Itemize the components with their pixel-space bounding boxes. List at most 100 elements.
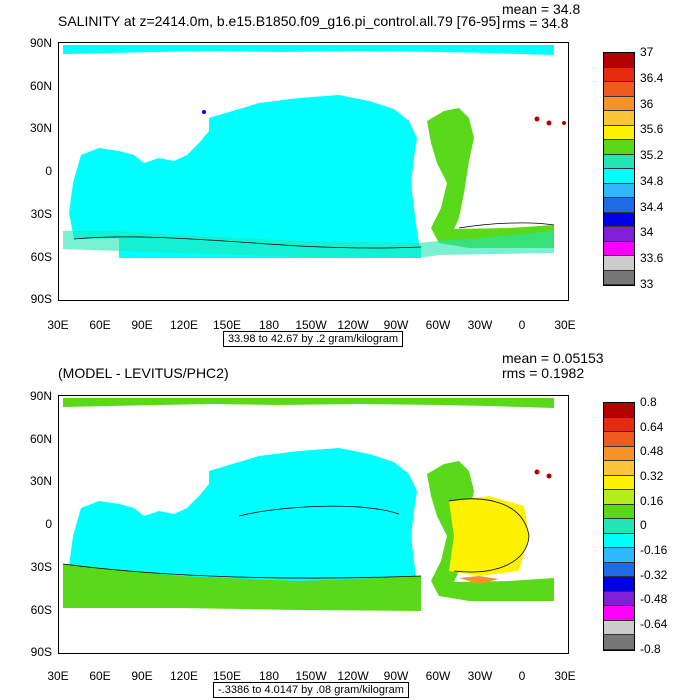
colorbar <box>603 402 635 651</box>
colorbar-swatch <box>604 125 634 140</box>
x-label: 60W <box>425 318 451 332</box>
y-label: 60N <box>29 79 52 93</box>
y-label: 60S <box>30 603 52 617</box>
colorbar-swatch <box>604 140 634 155</box>
colorbar-swatch <box>604 227 634 242</box>
colorbar-label: 33.6 <box>640 251 664 266</box>
colorbar-swatch <box>604 432 634 447</box>
rms-value: rms = 34.8 <box>502 15 569 31</box>
x-label: 150W <box>295 318 327 332</box>
colorbar-swatch <box>604 591 634 606</box>
colorbar-swatch <box>604 475 634 490</box>
x-label: 60E <box>89 318 111 332</box>
colorbar-label: 0.16 <box>640 493 664 508</box>
x-label: 180 <box>258 669 280 683</box>
colorbar-label: 36 <box>640 96 654 111</box>
colorbar-swatch <box>604 169 634 184</box>
x-label: 150E <box>212 318 242 332</box>
colorbar-label: -0.32 <box>640 567 668 582</box>
colorbar-swatch <box>604 270 634 285</box>
colorbar-swatch <box>604 53 634 68</box>
colorbar-label: 37 <box>640 45 654 59</box>
colorbar-swatch <box>604 183 634 198</box>
colorbar-swatch <box>604 490 634 505</box>
colorbar-swatch <box>604 82 634 97</box>
salinity-panel: SALINITY at z=2414.0m, b.e15.B1850.f09_g… <box>29 1 664 347</box>
colorbar-swatch <box>604 111 634 126</box>
colorbar-swatch <box>604 198 634 213</box>
x-label: 120E <box>169 318 199 332</box>
x-label: 90W <box>383 669 409 683</box>
colorbar-swatch <box>604 461 634 476</box>
colorbar-label: -0.8 <box>640 641 661 656</box>
colorbar-label: 0.8 <box>640 395 657 409</box>
colorbar-swatch <box>604 504 634 519</box>
x-label: 120W <box>337 318 369 332</box>
contour-info: 33.98 to 42.67 by .2 gram/kilogram <box>223 331 403 347</box>
x-label: 60W <box>425 669 451 683</box>
colorbar-swatch <box>604 403 634 418</box>
rms-value: rms = 0.1982 <box>502 365 585 381</box>
colorbar-swatch <box>604 67 634 82</box>
colorbar-swatch <box>604 635 634 650</box>
colorbar-label: 34 <box>640 225 654 240</box>
colorbar-label: -0.48 <box>640 592 668 607</box>
colorbar-swatch <box>604 417 634 432</box>
mean-value: mean = 34.8 <box>502 1 581 17</box>
x-label: 60E <box>89 669 111 683</box>
colorbar-swatch <box>604 562 634 577</box>
x-label: 90E <box>131 669 153 683</box>
x-label: 120E <box>169 669 199 683</box>
colorbar-swatch <box>604 577 634 592</box>
y-label: 90N <box>29 389 52 403</box>
map-area <box>58 395 569 654</box>
colorbar-label: 35.2 <box>640 148 664 163</box>
colorbar <box>603 52 635 286</box>
x-label: 90E <box>131 318 153 332</box>
mean-value: mean = 0.05153 <box>502 350 604 366</box>
y-label: 30S <box>30 207 52 221</box>
y-label: 90S <box>30 645 52 659</box>
x-label: 0 <box>518 669 526 683</box>
x-label: 30E <box>47 669 69 683</box>
colorbar-swatch <box>604 212 634 227</box>
colorbar-swatch <box>604 96 634 111</box>
colorbar-label: 0 <box>640 518 647 533</box>
colorbar-label: -0.16 <box>640 542 668 557</box>
y-label: 30N <box>29 121 52 135</box>
colorbar-swatch <box>604 620 634 635</box>
colorbar-label: 35.6 <box>640 122 664 137</box>
colorbar-label: -0.64 <box>640 616 668 631</box>
y-label: 90N <box>29 36 52 50</box>
y-label: 60N <box>29 432 52 446</box>
x-label: 90W <box>383 318 409 332</box>
colorbar-swatch <box>604 548 634 563</box>
x-label: 150E <box>212 669 242 683</box>
colorbar-swatch <box>604 446 634 461</box>
panel-title: (MODEL - LEVITUS/PHC2) <box>58 365 229 381</box>
y-label: 0 <box>45 164 52 178</box>
panel-title: SALINITY at z=2414.0m, b.e15.B1850.f09_g… <box>58 13 501 29</box>
x-label: 30E <box>554 669 576 683</box>
colorbar-label: 33 <box>640 277 654 291</box>
colorbar-swatch <box>604 241 634 256</box>
colorbar-swatch <box>604 606 634 621</box>
colorbar-label: 0.64 <box>640 419 664 434</box>
map-area <box>58 42 569 301</box>
y-label: 30N <box>29 474 52 488</box>
colorbar-swatch <box>604 519 634 534</box>
y-label: 60S <box>30 250 52 264</box>
x-label: 0 <box>518 318 526 332</box>
map-field <box>63 45 566 258</box>
colorbar-swatch <box>604 154 634 169</box>
colorbar-label: 0.32 <box>640 468 664 483</box>
x-label: 30E <box>554 318 576 332</box>
x-label: 30E <box>47 318 69 332</box>
y-label: 30S <box>30 560 52 574</box>
x-label: 30W <box>467 669 493 683</box>
contour-info: -.3386 to 4.0147 by .08 gram/kilogram <box>213 682 409 698</box>
x-label: 180 <box>258 318 280 332</box>
difference-panel: (MODEL - LEVITUS/PHC2) mean = 0.05153 rm… <box>0 350 700 700</box>
colorbar-label: 34.8 <box>640 173 664 188</box>
y-label: 0 <box>45 517 52 531</box>
